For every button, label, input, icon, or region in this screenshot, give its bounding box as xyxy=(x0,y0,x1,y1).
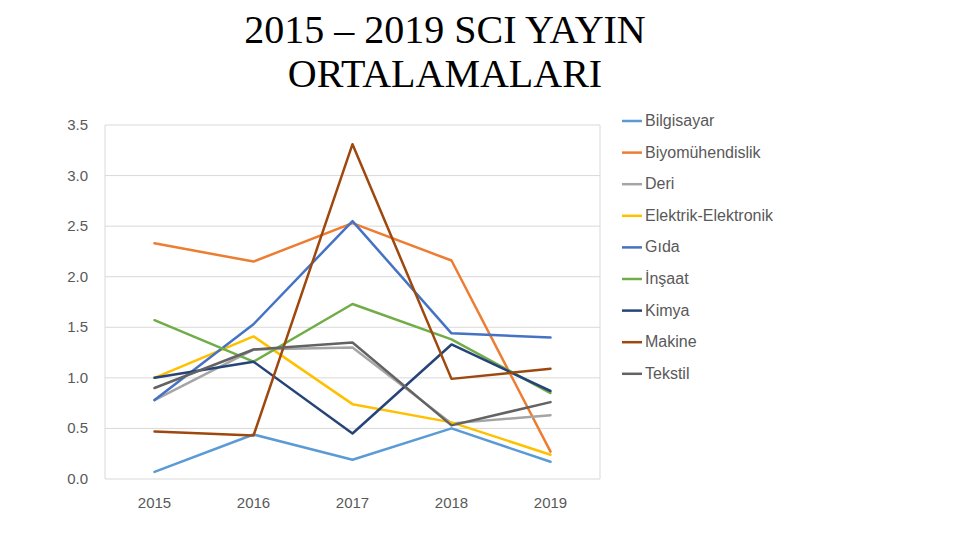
legend-swatch xyxy=(622,120,642,123)
legend-label: Deri xyxy=(645,175,674,192)
legend-label: Bilgisayar xyxy=(645,112,715,129)
y-tick-label: 2.5 xyxy=(67,217,88,234)
title: 2015 – 2019 SCI YAYIN ORTALAMALARI xyxy=(175,8,715,96)
y-tick-label: 3.5 xyxy=(67,116,88,133)
y-tick-label: 2.0 xyxy=(67,268,88,285)
legend-swatch xyxy=(622,183,642,186)
legend-label: Gıda xyxy=(645,238,680,255)
grid-line xyxy=(105,327,600,328)
grid-line xyxy=(105,276,600,277)
chart: 0.0 0.5 1.0 1.5 2.0 2.5 3.0 3.5 2015 2016 2017 2018… xyxy=(0,0,960,540)
x-tick-label: 2017 xyxy=(336,494,369,511)
legend-label: Elektrik-Elektronik xyxy=(645,207,774,224)
legend-swatch xyxy=(622,341,642,344)
x-tick-label: 2018 xyxy=(435,494,468,511)
legend-swatch xyxy=(622,246,642,249)
y-tick-label: 1.5 xyxy=(67,318,88,335)
grid-line xyxy=(105,226,600,227)
legend-label: Makine xyxy=(645,333,697,350)
legend-swatch xyxy=(622,278,642,281)
legend-label: Kimya xyxy=(645,302,690,319)
legend-label: Biyomühendislik xyxy=(645,144,762,161)
x-tick-label: 2019 xyxy=(534,494,567,511)
series-line xyxy=(155,144,551,435)
series-line xyxy=(155,344,551,433)
legend-label: İnşaat xyxy=(645,269,689,287)
y-tick-label: 1.0 xyxy=(67,369,88,386)
y-tick-label: 0.5 xyxy=(67,419,88,436)
y-tick-label: 3.0 xyxy=(67,167,88,184)
series-line xyxy=(155,304,551,393)
grid-line xyxy=(105,175,600,176)
axis-line xyxy=(105,125,106,479)
legend-swatch xyxy=(622,215,642,218)
series-line xyxy=(155,221,551,400)
x-tick-label: 2015 xyxy=(138,494,171,511)
legend-swatch xyxy=(622,309,642,312)
axis-line xyxy=(600,125,601,479)
legend-swatch xyxy=(622,373,642,376)
grid-line xyxy=(105,479,600,480)
grid-line xyxy=(105,428,600,429)
plot-area xyxy=(155,144,551,472)
y-tick-label: 0.0 xyxy=(67,470,88,487)
legend-swatch xyxy=(622,151,642,154)
series-line xyxy=(155,342,551,425)
series-line xyxy=(155,348,551,424)
grid-line xyxy=(105,125,600,126)
legend-label: Tekstil xyxy=(645,365,689,382)
series-line xyxy=(155,223,551,452)
x-tick-label: 2016 xyxy=(237,494,270,511)
